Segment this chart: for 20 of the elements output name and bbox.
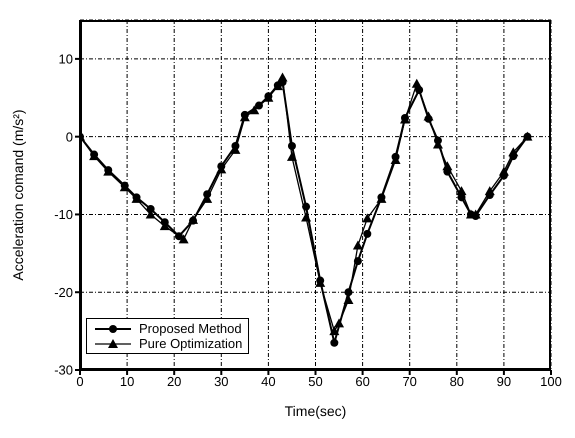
x-tick-label: 60 <box>355 374 370 390</box>
x-axis-title: Time(sec) <box>284 403 346 419</box>
y-tick-label: 10 <box>58 52 73 67</box>
x-tick-label: 80 <box>450 374 464 390</box>
x-tick-label: 10 <box>120 374 134 390</box>
legend-label: Proposed Method <box>139 321 242 336</box>
x-tick-label: 90 <box>496 374 512 390</box>
y-tick-label: -20 <box>54 284 73 300</box>
x-tick-label: 100 <box>540 374 562 390</box>
y-tick-label: -30 <box>54 362 73 378</box>
y-tick-label: 0 <box>66 129 73 144</box>
x-tick-label: 30 <box>214 374 229 390</box>
x-tick-label: 50 <box>308 374 323 390</box>
legend-label: Pure Optimization <box>139 336 242 351</box>
y-tick-label: -10 <box>54 207 73 222</box>
x-tick-label: 20 <box>166 374 182 390</box>
x-tick-label: 70 <box>402 374 417 390</box>
x-tick-label: 40 <box>261 374 276 390</box>
x-tick-label: 0 <box>76 374 84 390</box>
y-axis-title: Acceleration comand (m/s²) <box>10 109 26 281</box>
